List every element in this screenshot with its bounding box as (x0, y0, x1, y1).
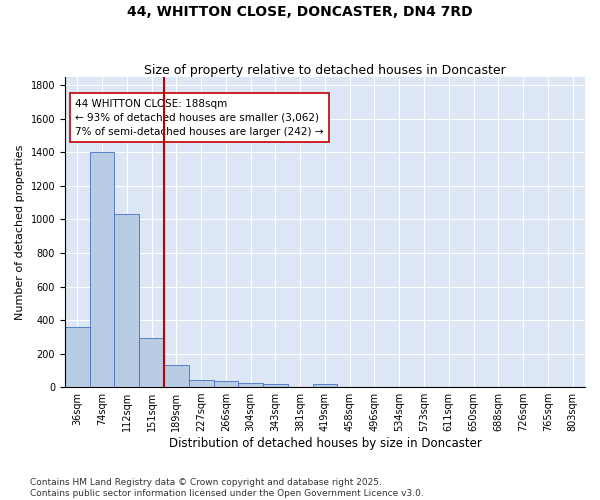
Bar (65, 326, 89, 387)
Bar (263, 384, 288, 387)
Bar (89, 152, 115, 387)
Bar (115, 214, 139, 387)
X-axis label: Distribution of detached houses by size in Doncaster: Distribution of detached houses by size … (169, 437, 481, 450)
Y-axis label: Number of detached properties: Number of detached properties (15, 144, 25, 320)
Text: 44 WHITTON CLOSE: 188sqm
← 93% of detached houses are smaller (3,062)
7% of semi: 44 WHITTON CLOSE: 188sqm ← 93% of detach… (76, 98, 324, 136)
Title: Size of property relative to detached houses in Doncaster: Size of property relative to detached ho… (144, 64, 506, 77)
Bar (214, 381, 238, 387)
Bar (238, 383, 263, 387)
Bar (139, 338, 164, 387)
Text: 44, WHITTON CLOSE, DONCASTER, DN4 7RD: 44, WHITTON CLOSE, DONCASTER, DN4 7RD (127, 5, 473, 19)
Bar (189, 380, 214, 387)
Bar (164, 366, 189, 387)
Text: Contains HM Land Registry data © Crown copyright and database right 2025.
Contai: Contains HM Land Registry data © Crown c… (30, 478, 424, 498)
Bar (313, 384, 337, 387)
